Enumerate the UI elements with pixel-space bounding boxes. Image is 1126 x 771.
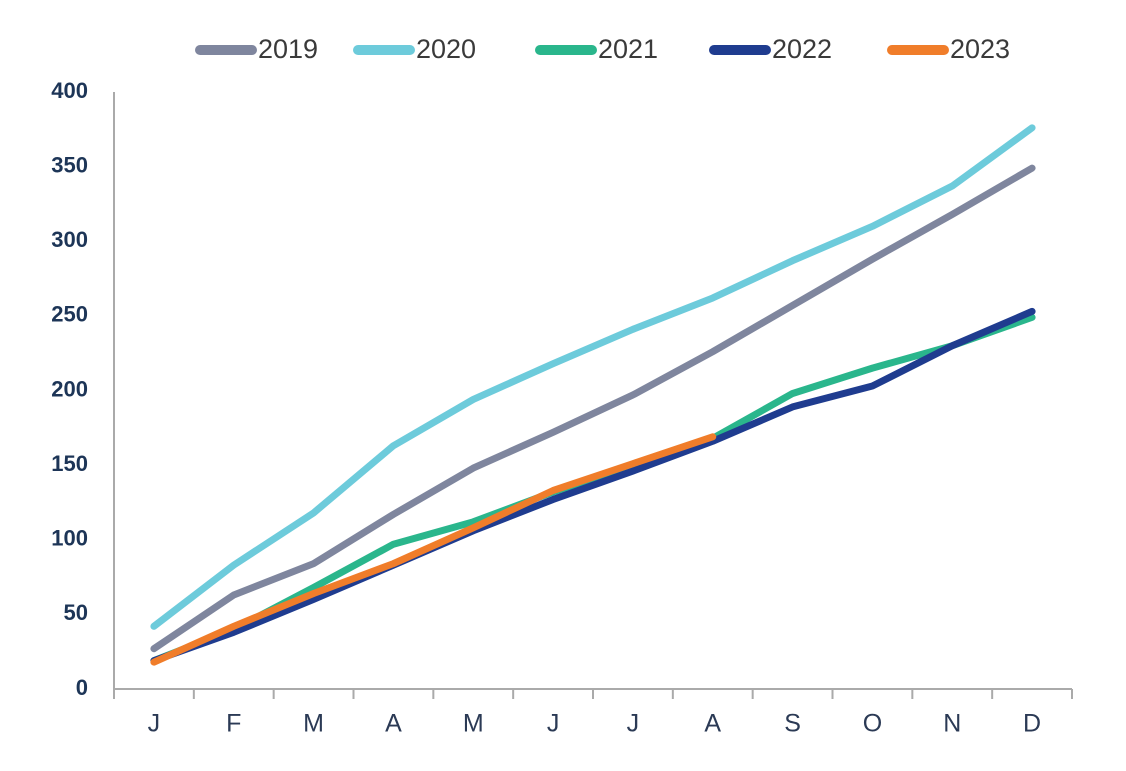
x-tick-label: A [704,710,721,738]
x-tick-label: D [1023,710,1041,738]
series-line [150,124,1036,630]
series-line [150,307,1036,665]
legend-label: 2019 [258,34,318,64]
series-line [150,433,717,666]
x-tick-label: J [547,710,560,738]
y-tick-label: 50 [64,600,88,625]
x-tick-label: A [385,710,402,738]
legend-label: 2022 [772,34,832,64]
x-tick-label: M [463,710,484,738]
x-tick-label: J [627,710,640,738]
legend-label: 2020 [416,34,476,64]
y-tick-label: 250 [51,302,88,327]
y-tick-label: 400 [51,78,88,103]
y-tick-label: 150 [51,451,88,476]
legend-label: 2023 [950,34,1010,64]
series-line [150,164,1036,653]
x-tick-label: S [784,710,801,738]
x-tick-label: F [226,710,241,738]
x-tick-label: M [303,710,324,738]
y-tick-label: 300 [51,227,88,252]
y-tick-label: 350 [51,152,88,177]
y-tick-label: 200 [51,376,88,401]
legend-label: 2021 [598,34,658,64]
y-tick-label: 100 [51,526,88,551]
x-tick-label: J [148,710,161,738]
x-tick-label: O [863,710,882,738]
x-tick-label: N [943,710,961,738]
y-tick-label: 0 [76,675,88,700]
